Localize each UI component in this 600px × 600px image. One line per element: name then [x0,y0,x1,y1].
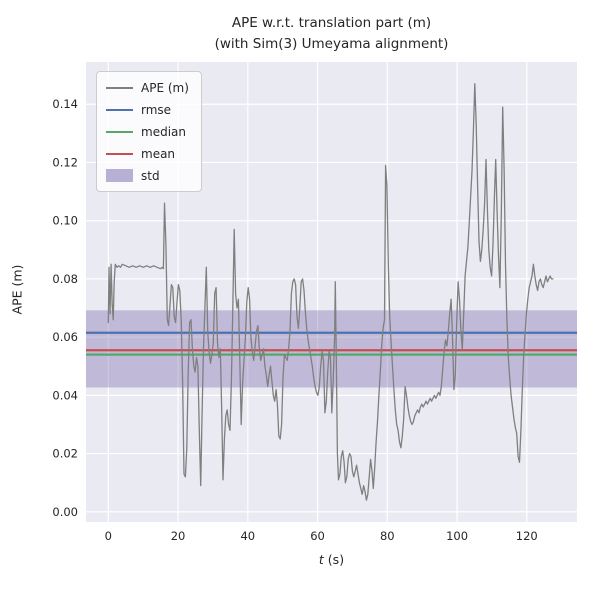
chart-title-line2: (with Sim(3) Umeyama alignment) [214,36,449,52]
legend-entry-median: median [106,123,189,140]
legend-swatch [106,108,133,111]
legend-entry-ape-m-: APE (m) [106,79,189,96]
x-tick-label: 0 [105,529,112,543]
x-tick-label: 100 [446,529,468,543]
legend-swatch [106,169,133,182]
legend-swatch [106,152,133,155]
chart-title-line1: APE w.r.t. translation part (m) [231,15,432,31]
x-axis-label-var: t [318,552,324,567]
x-tick-label: 20 [171,529,186,543]
x-tick-label: 40 [240,529,255,543]
x-axis-label-unit: (s) [323,552,345,567]
legend: APE (m) rmse median mean std [96,71,202,192]
legend-label: std [141,168,160,183]
legend-entry-rmse: rmse [106,101,189,118]
y-tick-label: 0.00 [52,505,78,519]
legend-swatch [106,86,133,89]
y-tick-labels: 0.00 0.02 0.04 0.06 0.08 0.10 0.12 0.14 [52,97,78,519]
y-tick-label: 0.02 [52,447,78,461]
x-tick-label: 120 [516,529,538,543]
x-tick-label: 60 [310,529,325,543]
legend-entry-mean: mean [106,145,189,162]
legend-label: median [141,124,186,139]
y-axis-label: APE (m) [9,264,25,315]
legend-label: APE (m) [141,80,189,95]
y-tick-label: 0.12 [52,155,78,169]
ape-series [107,83,554,501]
x-axis-label: t (s) [86,552,577,567]
y-tick-label: 0.04 [52,388,78,402]
x-tick-label: 80 [380,529,395,543]
x-tick-labels: 0 20 40 60 80 100 120 [105,529,538,543]
legend-label: rmse [141,102,172,117]
y-tick-label: 0.08 [52,272,78,286]
legend-swatch [106,130,133,133]
chart-title: APE w.r.t. translation part (m) (with Si… [86,13,577,55]
legend-entry-std: std [106,167,189,184]
legend-label: mean [141,146,176,161]
y-tick-label: 0.06 [52,330,78,344]
y-tick-label: 0.10 [52,214,78,228]
y-tick-label: 0.14 [52,97,78,111]
